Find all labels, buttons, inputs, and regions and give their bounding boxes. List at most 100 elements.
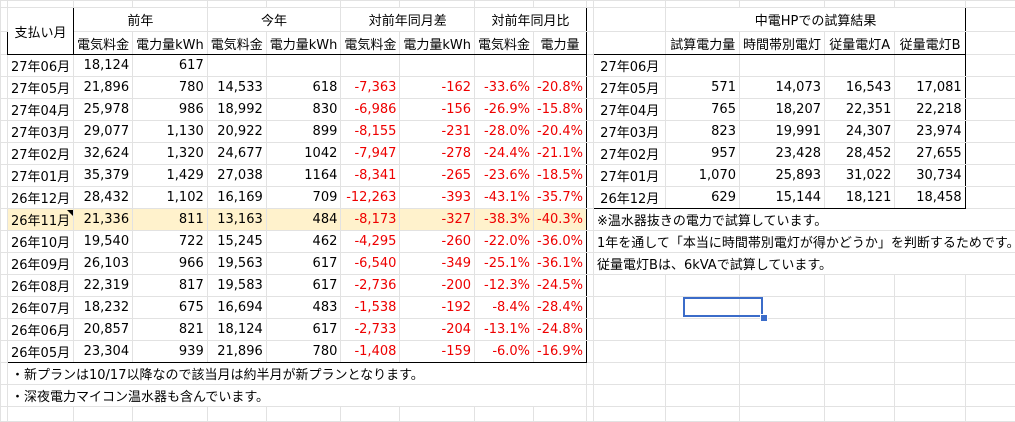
empty-cell[interactable] bbox=[1, 231, 8, 253]
value-cell[interactable]: -13.1% bbox=[475, 319, 534, 341]
right-value-cell[interactable]: 16,543 bbox=[825, 77, 895, 99]
value-cell[interactable] bbox=[400, 55, 475, 77]
month-cell[interactable]: 27年05月 bbox=[8, 77, 74, 99]
right-note[interactable]: 1年を通して「本当に時間帯別電灯が得かどうか」を判断するためです。 bbox=[594, 231, 1015, 253]
header-sub[interactable]: 電気料金 bbox=[341, 32, 400, 55]
empty-cell[interactable] bbox=[825, 297, 895, 319]
empty-cell[interactable] bbox=[74, 1, 133, 8]
value-cell[interactable]: 20,857 bbox=[74, 319, 133, 341]
value-cell[interactable]: -7,363 bbox=[341, 77, 400, 99]
value-cell[interactable]: 19,583 bbox=[207, 275, 266, 297]
value-cell[interactable]: 722 bbox=[133, 231, 208, 253]
month-cell[interactable]: 26年11月 bbox=[8, 209, 74, 231]
empty-cell[interactable] bbox=[594, 363, 666, 385]
empty-cell[interactable] bbox=[666, 407, 740, 422]
month-cell[interactable]: 26年09月 bbox=[8, 253, 74, 275]
right-month-cell[interactable]: 27年04月 bbox=[594, 99, 666, 121]
empty-cell[interactable] bbox=[739, 341, 824, 363]
empty-cell[interactable] bbox=[965, 319, 1015, 341]
value-cell[interactable]: 25,978 bbox=[74, 99, 133, 121]
empty-cell[interactable] bbox=[825, 275, 895, 297]
empty-cell[interactable] bbox=[1, 77, 8, 99]
empty-cell[interactable] bbox=[666, 341, 740, 363]
empty-cell[interactable] bbox=[475, 1, 534, 8]
header-sub[interactable]: 電気料金 bbox=[74, 32, 133, 55]
value-cell[interactable]: -204 bbox=[400, 319, 475, 341]
empty-cell[interactable] bbox=[594, 275, 666, 297]
value-cell[interactable]: 26,103 bbox=[74, 253, 133, 275]
empty-cell[interactable] bbox=[825, 385, 895, 407]
right-month-cell[interactable]: 27年06月 bbox=[594, 55, 666, 77]
month-cell[interactable]: 27年02月 bbox=[8, 143, 74, 165]
month-cell[interactable]: 26年07月 bbox=[8, 297, 74, 319]
value-cell[interactable]: 617 bbox=[266, 319, 341, 341]
header-group[interactable]: 今年 bbox=[207, 8, 341, 32]
value-cell[interactable]: -349 bbox=[400, 253, 475, 275]
empty-cell[interactable] bbox=[587, 8, 594, 32]
header-right-month[interactable] bbox=[594, 8, 666, 32]
value-cell[interactable]: -162 bbox=[400, 77, 475, 99]
empty-cell[interactable] bbox=[341, 407, 400, 422]
value-cell[interactable]: -20.8% bbox=[534, 77, 587, 99]
empty-cell[interactable] bbox=[1, 385, 8, 407]
empty-cell[interactable] bbox=[400, 1, 475, 8]
right-value-cell[interactable]: 22,218 bbox=[895, 99, 965, 121]
right-value-cell[interactable]: 765 bbox=[666, 99, 740, 121]
value-cell[interactable]: 35,379 bbox=[74, 165, 133, 187]
value-cell[interactable]: -8,173 bbox=[341, 209, 400, 231]
empty-cell[interactable] bbox=[965, 77, 1015, 99]
empty-cell[interactable] bbox=[1, 8, 8, 32]
empty-cell[interactable] bbox=[965, 8, 1015, 32]
empty-cell[interactable] bbox=[587, 275, 594, 297]
empty-cell[interactable] bbox=[895, 319, 965, 341]
value-cell[interactable]: 811 bbox=[133, 209, 208, 231]
value-cell[interactable]: -20.4% bbox=[534, 121, 587, 143]
empty-cell[interactable] bbox=[965, 297, 1015, 319]
empty-cell[interactable] bbox=[1, 407, 8, 422]
value-cell[interactable]: 1,320 bbox=[133, 143, 208, 165]
value-cell[interactable]: -23.6% bbox=[475, 165, 534, 187]
value-cell[interactable]: 618 bbox=[266, 77, 341, 99]
empty-cell[interactable] bbox=[965, 385, 1015, 407]
value-cell[interactable]: -6.0% bbox=[475, 341, 534, 363]
empty-cell[interactable] bbox=[1, 143, 8, 165]
header-right-sub[interactable]: 時間帯別電灯 bbox=[739, 32, 824, 55]
value-cell[interactable]: 24,677 bbox=[207, 143, 266, 165]
empty-cell[interactable] bbox=[587, 99, 594, 121]
empty-cell[interactable] bbox=[594, 1, 666, 8]
value-cell[interactable]: 780 bbox=[133, 77, 208, 99]
empty-cell[interactable] bbox=[207, 1, 266, 8]
value-cell[interactable]: -156 bbox=[400, 99, 475, 121]
empty-cell[interactable] bbox=[965, 121, 1015, 143]
value-cell[interactable]: 966 bbox=[133, 253, 208, 275]
empty-cell[interactable] bbox=[825, 1, 895, 8]
empty-cell[interactable] bbox=[587, 143, 594, 165]
value-cell[interactable]: 986 bbox=[133, 99, 208, 121]
empty-cell[interactable] bbox=[587, 341, 594, 363]
value-cell[interactable]: -15.8% bbox=[534, 99, 587, 121]
empty-cell[interactable] bbox=[587, 253, 594, 275]
value-cell[interactable]: 1042 bbox=[266, 143, 341, 165]
empty-cell[interactable] bbox=[587, 297, 594, 319]
right-value-cell[interactable]: 28,452 bbox=[825, 143, 895, 165]
right-value-cell[interactable]: 18,121 bbox=[825, 187, 895, 209]
empty-cell[interactable] bbox=[1, 253, 8, 275]
value-cell[interactable]: -2,736 bbox=[341, 275, 400, 297]
value-cell[interactable]: -25.1% bbox=[475, 253, 534, 275]
value-cell[interactable]: -12,263 bbox=[341, 187, 400, 209]
right-value-cell[interactable]: 23,428 bbox=[739, 143, 824, 165]
value-cell[interactable]: -24.4% bbox=[475, 143, 534, 165]
value-cell[interactable]: 709 bbox=[266, 187, 341, 209]
right-month-cell[interactable]: 26年12月 bbox=[594, 187, 666, 209]
value-cell[interactable]: 15,245 bbox=[207, 231, 266, 253]
empty-cell[interactable] bbox=[1, 121, 8, 143]
empty-cell[interactable] bbox=[965, 99, 1015, 121]
empty-cell[interactable] bbox=[587, 209, 594, 231]
header-group[interactable]: 対前年同月比 bbox=[475, 8, 587, 32]
empty-cell[interactable] bbox=[965, 55, 1015, 77]
value-cell[interactable]: -21.1% bbox=[534, 143, 587, 165]
empty-cell[interactable] bbox=[965, 187, 1015, 209]
empty-cell[interactable] bbox=[534, 407, 587, 422]
value-cell[interactable] bbox=[341, 55, 400, 77]
empty-cell[interactable] bbox=[965, 1, 1015, 8]
